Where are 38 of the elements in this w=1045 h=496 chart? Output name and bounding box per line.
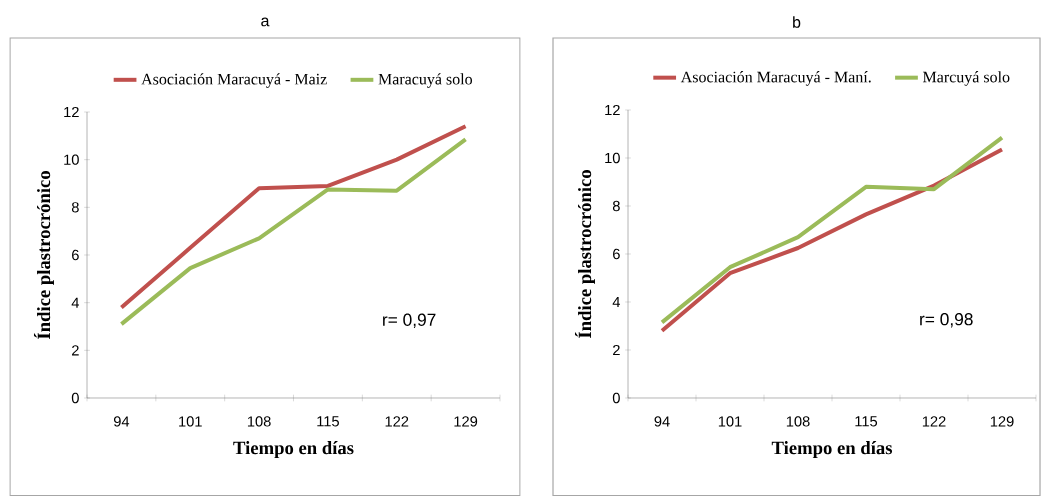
- y-tick-label: 12: [64, 106, 79, 118]
- chart-title: a: [261, 17, 270, 27]
- x-tick-label: 94: [654, 416, 670, 427]
- y-tick-label: 8: [71, 202, 79, 213]
- y-tick-label: 10: [605, 152, 620, 164]
- legend-label: Marcuyá solo: [922, 71, 1010, 86]
- x-tick-label: 129: [454, 416, 478, 427]
- x-tick-label: 115: [317, 416, 339, 427]
- x-tick-label: 115: [855, 416, 878, 427]
- y-axis-title: Índice plastrocrónico: [33, 171, 54, 339]
- y-tick-label: 2: [613, 344, 620, 356]
- legend-label: Asociación Maracuyá - Maiz: [141, 73, 327, 88]
- y-tick-label: 0: [612, 392, 620, 404]
- x-tick-label: 108: [786, 416, 810, 427]
- x-tick-label: 101: [718, 416, 742, 427]
- y-tick-label: 2: [72, 345, 79, 356]
- annotation: r= 0,98: [920, 313, 973, 328]
- y-tick-label: 4: [71, 297, 79, 308]
- y-tick-label: 6: [613, 248, 620, 260]
- x-tick-label: 101: [179, 416, 202, 427]
- legend-label: Maracuyá solo: [378, 73, 473, 88]
- y-tick-label: 10: [64, 154, 79, 165]
- legend-label: Asociación Maracuyá - Maní.: [680, 71, 871, 86]
- y-axis-title: Índice plastrocrónico: [574, 170, 595, 338]
- x-tick-label: 122: [922, 416, 946, 427]
- chart-title: b: [793, 16, 801, 28]
- x-tick-label: 108: [247, 416, 271, 427]
- y-tick-label: 4: [612, 296, 621, 308]
- x-tick-label: 94: [113, 416, 130, 427]
- x-axis-title: Tiempo en días: [233, 441, 354, 459]
- y-tick-label: 8: [612, 200, 620, 212]
- y-tick-label: 6: [72, 249, 79, 261]
- x-tick-label: 122: [385, 416, 409, 427]
- annotation: r= 0,97: [383, 313, 436, 328]
- x-tick-label: 129: [990, 416, 1014, 427]
- x-axis-title: Tiempo en días: [771, 441, 893, 459]
- y-tick-label: 0: [71, 392, 79, 404]
- y-tick-label: 12: [605, 104, 620, 116]
